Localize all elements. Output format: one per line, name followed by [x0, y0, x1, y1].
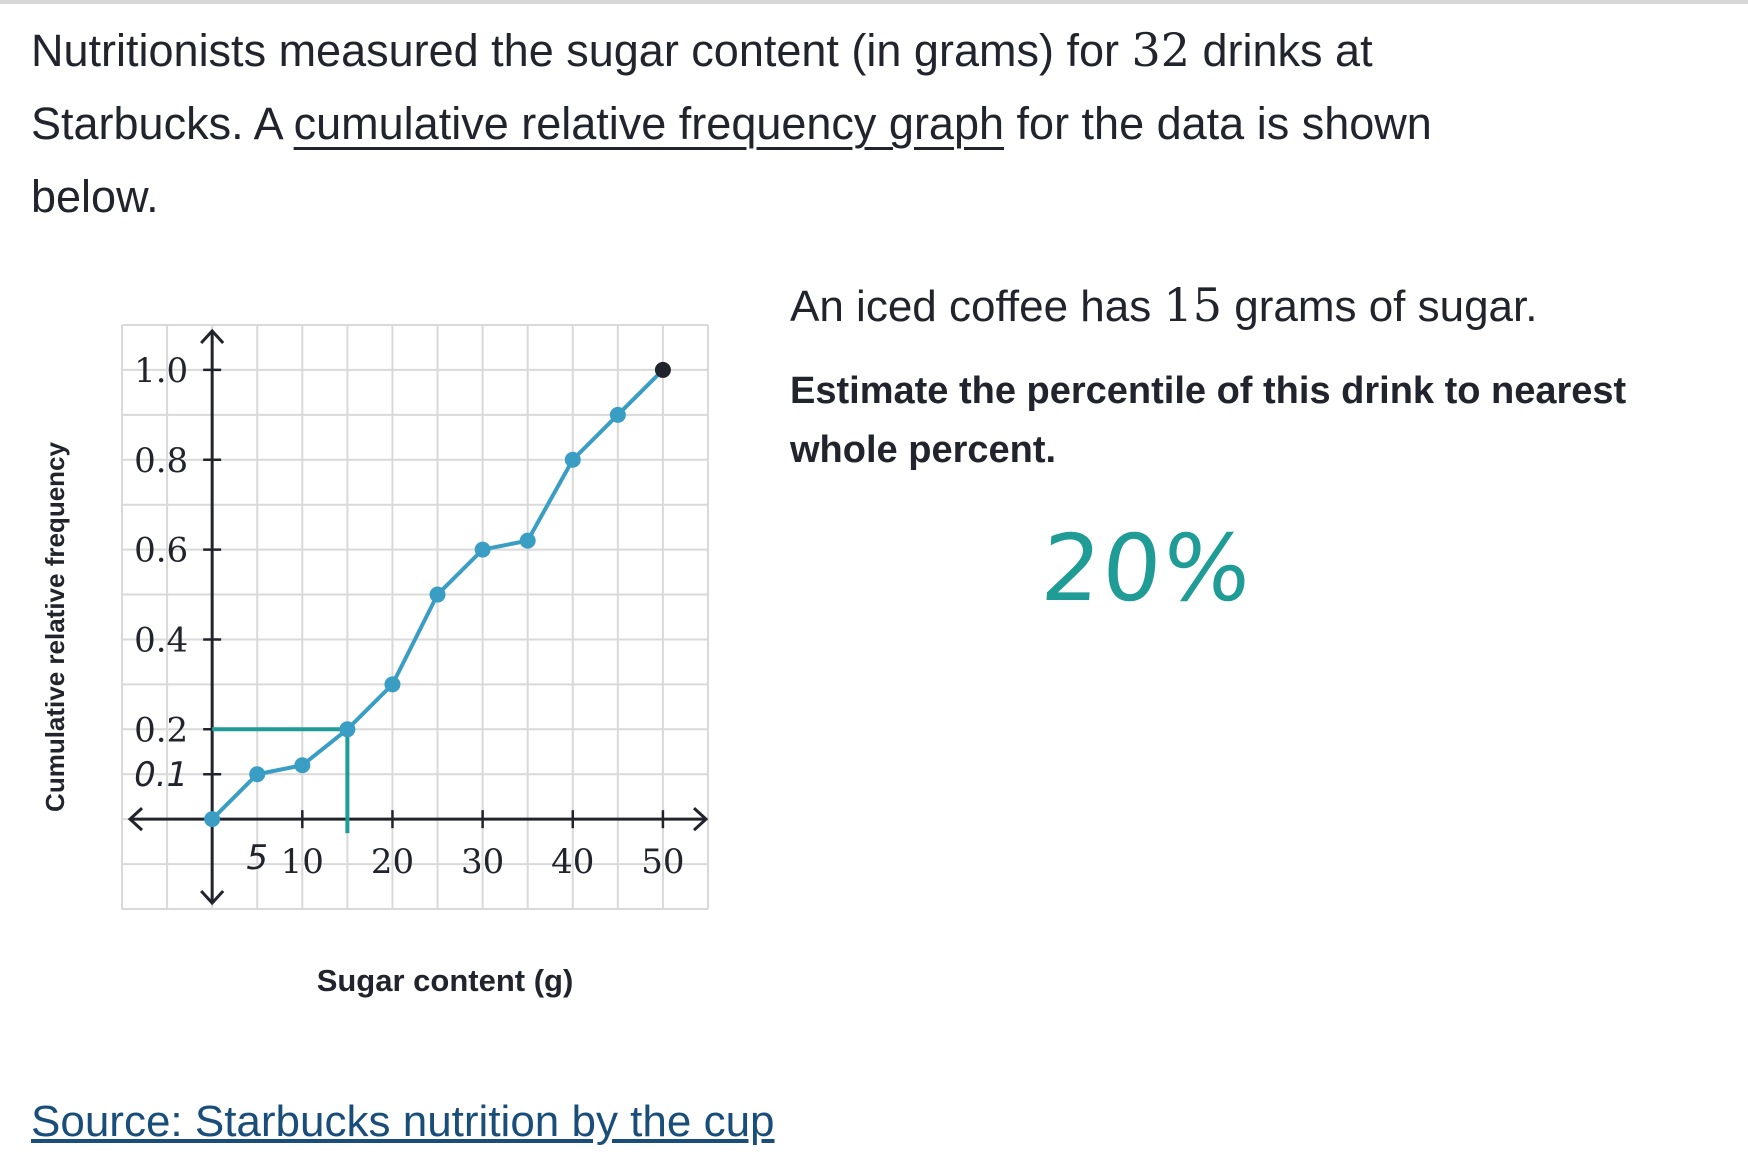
x-tick-label: 40 — [551, 842, 594, 882]
question-text-1: An iced coffee has — [790, 282, 1164, 331]
y-tick-label: 0.2 — [134, 710, 188, 750]
y-mark-annotation: 0.1 — [134, 755, 188, 795]
y-tick-label: 1.0 — [134, 351, 188, 391]
x-axis-right-arrow — [692, 807, 709, 832]
problem-intro: Nutritionists measured the sugar content… — [31, 14, 1531, 233]
x-tick-label: 50 — [641, 842, 684, 882]
chart-labels: 10 20 30 40 50 0.2 0.4 0.6 0.8 1.0 5 0.1 Sugar conte… — [40, 351, 685, 998]
y-tick-label: 0.6 — [134, 531, 188, 571]
data-point — [564, 451, 581, 468]
y-axis-title: Cumulative relative frequency — [40, 442, 70, 812]
data-point — [384, 676, 401, 693]
instruction-text: Estimate the percentile of this drink to… — [790, 370, 1627, 471]
data-point — [609, 406, 626, 423]
x-tick-label: 10 — [281, 842, 324, 882]
data-point — [204, 811, 221, 828]
chart-series — [204, 361, 671, 828]
sugar-value: 15 — [1163, 278, 1222, 332]
data-point — [474, 541, 491, 558]
handwritten-answer: 20% — [1038, 515, 1257, 622]
x-axis-title: Sugar content (g) — [317, 963, 574, 998]
data-point — [429, 586, 446, 603]
question-text: An iced coffee has 15 grams of sugar. — [790, 278, 1730, 332]
data-point — [339, 721, 356, 738]
source-link[interactable]: Source: Starbucks nutrition by the cup — [31, 1097, 775, 1146]
x-axis-left-arrow — [127, 807, 144, 832]
intro-text-3: for the data is shown below. — [31, 98, 1432, 222]
chart-guides — [212, 727, 350, 834]
top-border — [0, 0, 1748, 4]
data-point — [519, 532, 536, 549]
data-point — [654, 361, 671, 378]
x-tick-label: 30 — [461, 842, 504, 882]
cumulative-frequency-chart: 10 20 30 40 50 0.2 0.4 0.6 0.8 1.0 5 0.1 Sugar conte… — [40, 324, 709, 998]
y-tick-label: 0.4 — [134, 620, 188, 660]
question-text-2: grams of sugar. — [1222, 282, 1538, 331]
intro-text-1: Nutritionists measured the sugar content… — [31, 25, 1132, 76]
data-point — [249, 766, 266, 783]
y-axis-top-arrow — [200, 328, 225, 345]
drink-count: 32 — [1131, 23, 1191, 77]
x-tick-label: 20 — [371, 842, 414, 882]
y-axis-bottom-arrow — [200, 889, 225, 906]
y-tick-label: 0.8 — [134, 441, 188, 481]
x-mark-annotation: 5 — [246, 838, 268, 878]
chart-axes — [127, 328, 709, 906]
intro-text-2: drinks at Starbucks. A — [31, 25, 1373, 149]
data-point — [294, 757, 311, 774]
graph-term-underlined: cumulative relative frequency graph — [293, 98, 1005, 149]
